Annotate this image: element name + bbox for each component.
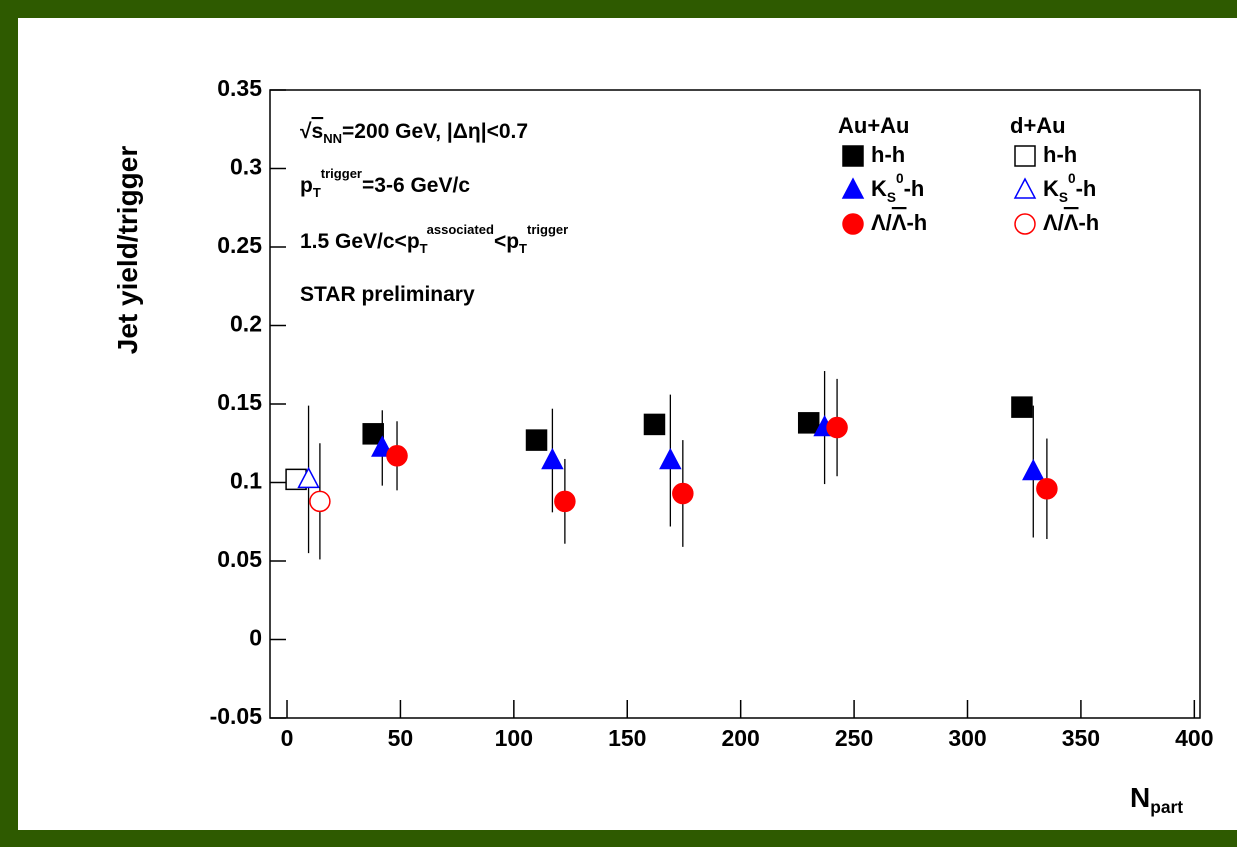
- legend-label: h-h: [1043, 142, 1077, 167]
- legend-label: h-h: [871, 142, 905, 167]
- y-tick-label: 0.15: [217, 389, 262, 415]
- text-segment: part: [1150, 797, 1183, 817]
- data-point: [386, 445, 408, 467]
- x-tick-label: 250: [835, 725, 873, 751]
- text-segment: √: [300, 120, 312, 143]
- legend-marker: [841, 177, 865, 199]
- text-segment: =200 GeV, |Δη|<0.7: [342, 120, 528, 143]
- x-axis-title: Npart: [1130, 782, 1183, 816]
- data-point: [826, 416, 848, 439]
- text-segment: associated: [427, 222, 494, 237]
- text-segment: 0: [896, 171, 904, 186]
- legend-label: Λ/Λ-h: [1043, 210, 1099, 235]
- data-point: [1011, 396, 1033, 418]
- data-point: [672, 482, 694, 505]
- legend-marker: [1013, 177, 1037, 199]
- data-point: [525, 429, 548, 451]
- y-tick-label: 0.25: [217, 232, 262, 258]
- text-segment: Jet yield/trigger: [112, 146, 143, 355]
- data-point: [297, 466, 320, 489]
- legend-marker: [1014, 213, 1036, 235]
- text-segment: K: [1043, 176, 1059, 201]
- annotation: pTtrigger=3-6 GeV/c: [300, 166, 470, 200]
- y-tick-label: 0.3: [230, 154, 262, 180]
- text-segment: Λ: [1064, 210, 1079, 235]
- data-point: [1036, 478, 1058, 500]
- legend-marker: [1014, 145, 1036, 167]
- text-segment: trigger: [527, 222, 568, 237]
- legend-title: d+Au: [1010, 113, 1066, 138]
- legend-marker: [842, 145, 864, 167]
- text-segment: N: [1130, 782, 1150, 813]
- annotation: STAR preliminary: [300, 283, 475, 306]
- annotation: 1.5 GeV/c<pTassociated<pTtrigger: [300, 222, 568, 256]
- text-segment: h-h: [1043, 142, 1077, 167]
- text-segment: -h: [1078, 210, 1099, 235]
- data-point: [541, 447, 564, 470]
- annotation: √sNN=200 GeV, |Δη|<0.7: [300, 120, 528, 147]
- text-segment: =3-6 GeV/c: [362, 174, 470, 197]
- data-point: [554, 490, 576, 513]
- text-segment: K: [871, 176, 887, 201]
- data-point: [797, 412, 820, 434]
- text-segment: -h: [1076, 176, 1097, 201]
- text-segment: NN: [323, 131, 342, 146]
- text-segment: T: [420, 241, 428, 256]
- y-tick-label: 0.35: [217, 75, 262, 101]
- legend-title: Au+Au: [838, 113, 910, 138]
- text-segment: STAR preliminary: [300, 283, 475, 306]
- data-point: [362, 423, 384, 445]
- text-segment: T: [313, 185, 321, 200]
- x-tick-label: 350: [1062, 725, 1100, 751]
- y-tick-label: 0.05: [217, 546, 262, 572]
- data-point: [371, 435, 394, 457]
- text-segment: Λ/: [871, 210, 892, 235]
- y-tick-label: 0.2: [230, 311, 262, 337]
- y-axis-title: Jet yield/trigger: [112, 146, 143, 355]
- text-segment: trigger: [321, 166, 362, 181]
- legend-label: Λ/Λ-h: [871, 210, 927, 235]
- legend-label: KS0-h: [871, 171, 924, 205]
- text-segment: -h: [904, 176, 925, 201]
- legend-marker: [842, 213, 864, 235]
- text-segment: S: [1059, 190, 1068, 205]
- text-segment: Λ: [892, 210, 907, 235]
- data-point: [309, 490, 331, 513]
- data-point: [659, 447, 682, 470]
- x-tick-label: 50: [388, 725, 414, 751]
- x-tick-label: 200: [721, 725, 759, 751]
- text-segment: s: [312, 120, 324, 143]
- data-point: [1022, 458, 1045, 481]
- text-segment: h-h: [871, 142, 905, 167]
- y-tick-label: -0.05: [210, 703, 263, 729]
- data-point: [643, 413, 666, 436]
- text-segment: -h: [906, 210, 927, 235]
- x-tick-label: 0: [281, 725, 294, 751]
- y-tick-label: 0: [249, 625, 262, 651]
- text-segment: Λ/: [1043, 210, 1064, 235]
- x-tick-label: 150: [608, 725, 646, 751]
- text-segment: T: [519, 241, 527, 256]
- text-segment: S: [887, 190, 896, 205]
- x-tick-label: 400: [1175, 725, 1213, 751]
- text-segment: <p: [494, 230, 519, 253]
- text-segment: 0: [1068, 171, 1076, 186]
- y-tick-label: 0.1: [230, 468, 262, 494]
- x-tick-label: 100: [495, 725, 533, 751]
- text-segment: 1.5 GeV/c<p: [300, 230, 420, 253]
- text-segment: p: [300, 174, 313, 197]
- x-tick-label: 300: [948, 725, 986, 751]
- legend-label: KS0-h: [1043, 171, 1096, 205]
